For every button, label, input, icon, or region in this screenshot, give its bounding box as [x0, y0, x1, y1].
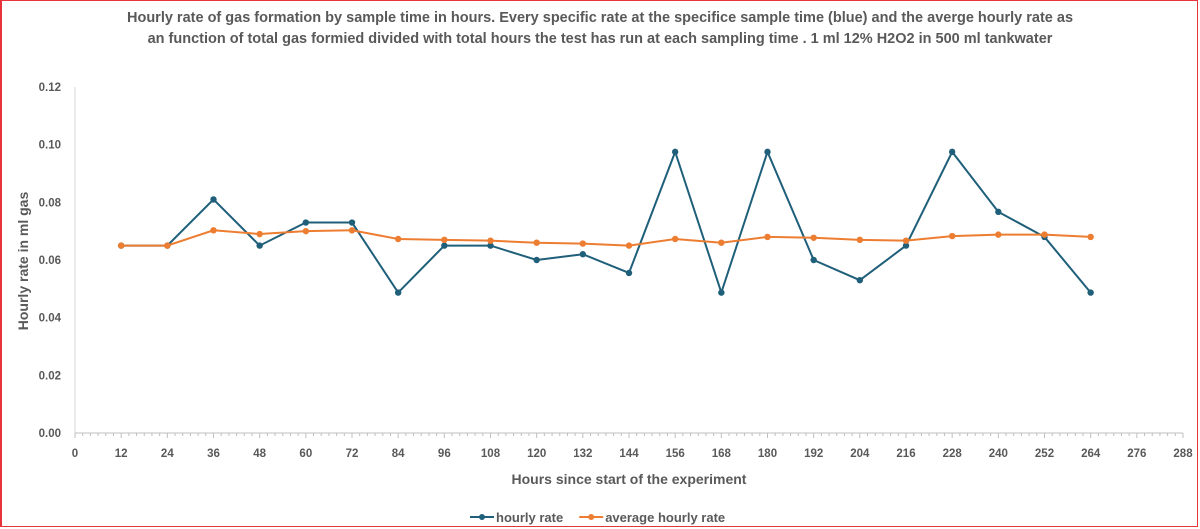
chart-title: Hourly rate of gas formation by sample t… — [126, 10, 1074, 47]
data-point — [671, 148, 679, 156]
data-point — [948, 232, 956, 240]
data-point — [764, 233, 771, 241]
x-tick-label: 156 — [666, 448, 685, 460]
legend-swatch-marker — [479, 514, 485, 520]
legend-item-1: average hourly rate — [579, 510, 725, 525]
x-tick-label: 216 — [896, 448, 915, 460]
data-point — [995, 208, 1002, 216]
x-tick-label: 276 — [1127, 448, 1146, 460]
legend-label: average hourly rate — [605, 510, 725, 525]
data-point — [856, 236, 864, 244]
x-tick-label: 48 — [253, 448, 266, 460]
x-axis: 0 12 24 36 48 60 72 84 96 108 120 132 144 156 168 180 19… — [72, 432, 1193, 460]
data-point — [256, 230, 263, 238]
data-point — [487, 242, 494, 249]
data-point — [210, 196, 217, 203]
x-tick-label: 240 — [989, 448, 1008, 460]
x-tick-label: 96 — [438, 448, 451, 460]
y-tick-label: 0.12 — [39, 82, 61, 94]
data-point — [764, 148, 771, 156]
data-point — [302, 227, 310, 235]
x-tick-label: 132 — [573, 448, 592, 460]
x-tick-label: 192 — [804, 448, 823, 460]
data-point — [810, 256, 817, 264]
x-tick-label: 120 — [527, 448, 546, 460]
x-tick-label: 0 — [72, 448, 78, 460]
data-point — [441, 236, 448, 244]
chart-series — [117, 148, 1094, 296]
x-tick-label: 204 — [850, 448, 870, 460]
data-point — [1087, 233, 1094, 241]
data-point — [718, 289, 725, 296]
x-tick-label: 252 — [1035, 448, 1054, 460]
x-tick-label: 144 — [619, 448, 639, 460]
y-tick-label: 0.02 — [39, 370, 61, 382]
legend: hourly rate average hourly rate — [470, 510, 725, 525]
y-tick-label: 0.10 — [39, 140, 61, 152]
data-point — [625, 242, 633, 249]
x-tick-label: 72 — [346, 448, 359, 460]
x-tick-label: 264 — [1081, 448, 1101, 460]
data-point — [117, 242, 125, 249]
x-tick-label: 288 — [1173, 448, 1193, 460]
x-tick-label: 228 — [943, 448, 963, 460]
y-tick-label: 0.00 — [39, 428, 61, 440]
data-point — [671, 235, 679, 243]
x-tick-label: 36 — [207, 448, 220, 460]
series-line-0 — [121, 148, 1092, 296]
legend-item-0: hourly rate — [470, 510, 563, 525]
data-point — [394, 289, 402, 296]
data-point — [533, 239, 540, 246]
data-point — [394, 235, 402, 243]
data-point — [533, 256, 540, 264]
y-axis-title: Hourly rate in ml gas — [15, 192, 31, 331]
data-point — [348, 227, 356, 234]
data-point — [487, 237, 494, 244]
data-point — [579, 251, 587, 258]
x-tick-label: 60 — [299, 448, 312, 460]
data-point — [902, 242, 910, 249]
data-point — [302, 219, 310, 226]
x-tick-label: 84 — [392, 448, 405, 460]
data-point — [856, 276, 864, 284]
data-point — [995, 231, 1002, 238]
x-tick-label: 12 — [115, 448, 128, 460]
x-tick-label: 24 — [161, 448, 174, 460]
data-point — [164, 242, 171, 249]
data-point — [1041, 231, 1048, 238]
y-tick-label: 0.06 — [39, 255, 61, 267]
data-point — [210, 227, 217, 234]
y-tick-label: 0.04 — [39, 313, 62, 325]
data-point — [256, 242, 263, 249]
data-point — [718, 239, 725, 246]
legend-swatch-marker — [588, 514, 595, 520]
data-point — [902, 237, 910, 244]
y-tick-label: 0.08 — [39, 197, 62, 209]
x-tick-label: 180 — [758, 448, 777, 460]
x-tick-label: 168 — [712, 448, 732, 460]
series-line-1 — [121, 229, 1091, 247]
data-point — [810, 234, 817, 241]
x-tick-label: 108 — [481, 448, 501, 460]
data-point — [1087, 289, 1094, 296]
data-point — [579, 240, 587, 247]
x-axis-title: Hours since start of the experiment — [512, 471, 747, 487]
y-axis: 0.00 0.02 0.04 0.06 0.08 0.10 0.12 — [39, 82, 76, 440]
legend-label: hourly rate — [496, 510, 563, 525]
data-point — [625, 269, 633, 277]
data-point — [348, 219, 356, 226]
data-point — [441, 242, 448, 249]
data-point — [948, 148, 956, 156]
